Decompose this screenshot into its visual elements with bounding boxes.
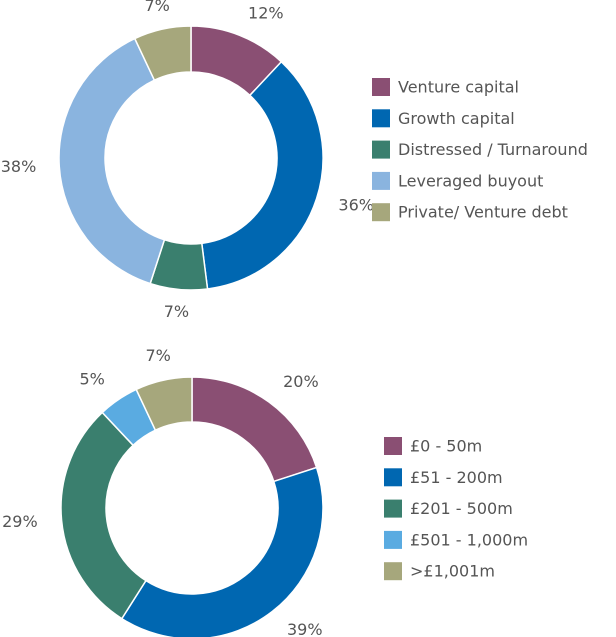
value-label: 7% — [164, 302, 189, 321]
value-label: 29% — [2, 512, 38, 531]
value-label: 5% — [79, 369, 104, 388]
value-label: 36% — [338, 195, 374, 214]
legend-swatch — [372, 109, 390, 128]
legend-label: £201 - 500m — [410, 499, 513, 518]
value-label: 38% — [1, 157, 37, 176]
donut-slice — [200, 60, 324, 290]
legend-label: £0 - 50m — [410, 437, 482, 456]
donut-slice — [191, 376, 318, 483]
legend-label: £501 - 1,000m — [410, 530, 528, 549]
value-label: 7% — [144, 0, 169, 15]
donut-slice — [133, 25, 192, 82]
legend-swatch — [384, 562, 402, 581]
donut-slice — [135, 376, 193, 432]
legend-label: Growth capital — [398, 109, 515, 128]
donut-slice — [58, 37, 166, 285]
donut-slice — [120, 466, 324, 637]
legend-label: Private/ Venture debt — [398, 203, 568, 222]
value-label: 39% — [287, 620, 323, 637]
legend-swatch — [384, 468, 402, 487]
legend-label: Distressed / Turnaround — [398, 140, 588, 159]
legend-swatch — [384, 437, 402, 455]
legend-swatch — [372, 78, 390, 96]
legend-swatch — [384, 530, 402, 549]
legend-swatch — [372, 203, 390, 222]
value-label: 12% — [248, 3, 284, 22]
legend-swatch — [372, 171, 390, 190]
legend-swatch — [384, 499, 402, 518]
value-label: 7% — [145, 346, 170, 365]
value-label: 20% — [283, 372, 319, 391]
legend-label: Leveraged buyout — [398, 171, 543, 190]
legend-swatch — [372, 140, 390, 159]
legend-label: Venture capital — [398, 78, 519, 97]
donut-slice — [60, 411, 147, 620]
legend-label: >£1,001m — [410, 562, 495, 581]
legend-label: £51 - 200m — [410, 468, 503, 487]
